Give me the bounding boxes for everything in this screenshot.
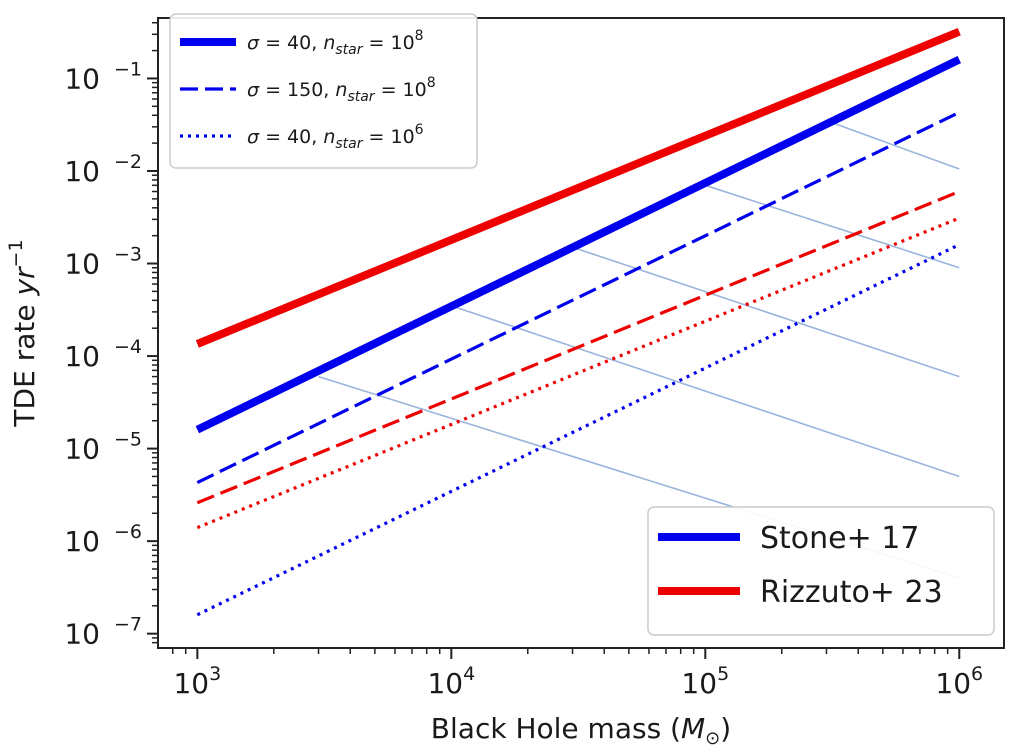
x-tick-label: 105	[681, 663, 729, 700]
legend-parameter-label: σ = 40, nstar = 106	[247, 122, 424, 152]
y-axis-label: TDE rate yr−1	[5, 239, 41, 427]
series-line-rizzuto-23-dotted	[196, 216, 960, 530]
legend-parameters-box	[169, 13, 478, 169]
y-tick-label: 10 −1	[64, 58, 142, 95]
x-tick-label: 106	[935, 663, 983, 700]
reference-line-3	[572, 246, 960, 378]
y-tick-label: 10 −3	[64, 244, 142, 281]
y-tick-label: 10 −7	[64, 614, 142, 651]
y-tick-label: 10 −5	[64, 429, 142, 466]
legend-parameters: σ = 40, nstar = 108 σ = 150, nstar = 108 σ…	[169, 13, 478, 169]
data-series	[195, 28, 962, 617]
legend-model-label: Rizzuto+ 23	[760, 575, 943, 610]
legend-parameter-label: σ = 150, nstar = 108	[247, 75, 436, 105]
series-line-rizzuto-23-dashed	[196, 190, 960, 505]
x-axis-ticks: 103 104 105 106	[171, 648, 983, 700]
y-tick-label: 10 −2	[64, 151, 142, 188]
series-line-stone-17-solid	[195, 55, 962, 434]
legend-parameter-label: σ = 40, nstar = 108	[247, 28, 424, 58]
y-axis-ticks: 10−7 10−6 10−5 10−4 10−3 10−2 10−1	[64, 21, 158, 651]
plot-frame	[157, 17, 1005, 649]
reference-line-2	[451, 304, 960, 478]
y-tick-label: 10 −4	[64, 336, 142, 373]
series-line-stone-17-dashed	[196, 110, 960, 484]
reference-line-5	[826, 119, 960, 170]
x-tick-label: 103	[173, 663, 221, 700]
x-tick-label: 104	[427, 663, 475, 700]
legend-models: Stone+ 17 Rizzuto+ 23	[647, 506, 995, 636]
series-line-rizzuto-23-solid	[195, 28, 961, 348]
legend-model-label: Stone+ 17	[760, 521, 919, 556]
reference-line-4	[705, 184, 960, 269]
x-axis-label: Black Hole mass (M⊙)	[431, 712, 731, 749]
y-tick-label: 10 −6	[64, 521, 142, 558]
series-line-stone-17-dotted	[196, 243, 960, 617]
